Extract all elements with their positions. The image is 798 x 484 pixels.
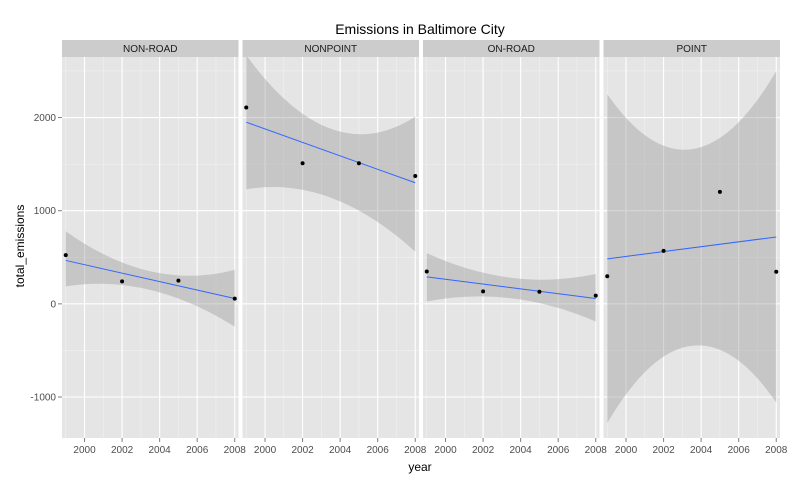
- facet-strip-label: ON-ROAD: [488, 44, 535, 55]
- facet-strip-label: NON-ROAD: [123, 44, 177, 55]
- facet-strip: [62, 40, 239, 57]
- x-tick-label: 2002: [652, 445, 675, 456]
- data-point: [537, 289, 542, 294]
- facet-panel-on-road: ON-ROAD 2000 2002 2004 2006 2008: [423, 40, 607, 456]
- data-point: [356, 161, 361, 166]
- data-point: [63, 253, 68, 258]
- x-tick-label: 2002: [472, 445, 495, 456]
- data-point: [593, 293, 598, 298]
- confidence-band: [246, 55, 416, 252]
- data-point: [244, 105, 249, 110]
- data-point: [481, 289, 486, 294]
- x-tick-label: 2008: [404, 445, 427, 456]
- x-tick-label: 2008: [765, 445, 788, 456]
- data-point: [717, 189, 722, 194]
- y-tick-label: 2000: [34, 113, 57, 124]
- x-tick-label: 2000: [434, 445, 457, 456]
- panel-background: [242, 57, 419, 438]
- fit-line: [246, 121, 416, 184]
- x-tick-label: 2008: [585, 445, 608, 456]
- confidence-band: [65, 231, 235, 327]
- facets: -1000 0 1000 2000 NON-ROAD 2000 2002 2004 2006 20…: [30, 40, 788, 456]
- data-point: [300, 161, 305, 166]
- facet-strip-label: POINT: [676, 44, 707, 55]
- x-tick-label: 2004: [690, 445, 713, 456]
- fit-line: [426, 276, 596, 300]
- data-point: [661, 248, 666, 253]
- facet-strip: [423, 40, 600, 57]
- y-tick-label: 1000: [34, 206, 57, 217]
- x-tick-label: 2004: [510, 445, 533, 456]
- y-tick-label: 0: [50, 299, 56, 310]
- facet-panel-non-road: NON-ROAD 2000 2002 2004 2006 2008: [62, 40, 246, 456]
- facet-strip-label: NONPOINT: [304, 44, 357, 55]
- y-tick-label: -1000: [30, 393, 56, 404]
- facet-strip: [603, 40, 780, 57]
- fit-line: [65, 259, 235, 300]
- x-tick-label: 2006: [367, 445, 390, 456]
- panel-background: [423, 57, 600, 438]
- data-point: [176, 278, 181, 283]
- facet-panel-point: POINT 2000 2002 2004 2006 2008: [603, 40, 788, 456]
- confidence-band: [607, 70, 777, 424]
- facet-strip: [242, 40, 419, 57]
- x-tick-label: 2000: [254, 445, 277, 456]
- y-axis-title: total_emissions: [13, 205, 27, 288]
- data-point: [120, 279, 125, 284]
- x-tick-label: 2006: [186, 445, 209, 456]
- data-point: [605, 274, 610, 279]
- x-tick-label: 2008: [224, 445, 247, 456]
- x-tick-label: 2000: [615, 445, 638, 456]
- panel-background: [62, 57, 239, 438]
- x-tick-label: 2002: [111, 445, 134, 456]
- x-tick-label: 2004: [329, 445, 352, 456]
- x-tick-label: 2000: [73, 445, 96, 456]
- x-axis-title: year: [408, 460, 431, 474]
- facet-panel-nonpoint: NONPOINT 2000 2002 2004 2006 2008: [242, 40, 427, 456]
- fit-line: [607, 236, 777, 260]
- data-point: [413, 173, 418, 178]
- x-tick-label: 2002: [291, 445, 314, 456]
- x-tick-label: 2004: [149, 445, 172, 456]
- data-point: [232, 296, 237, 301]
- x-tick-label: 2006: [547, 445, 570, 456]
- data-point: [424, 269, 429, 274]
- chart-title: Emissions in Baltimore City: [335, 21, 505, 37]
- x-tick-label: 2006: [728, 445, 751, 456]
- data-point: [774, 269, 779, 274]
